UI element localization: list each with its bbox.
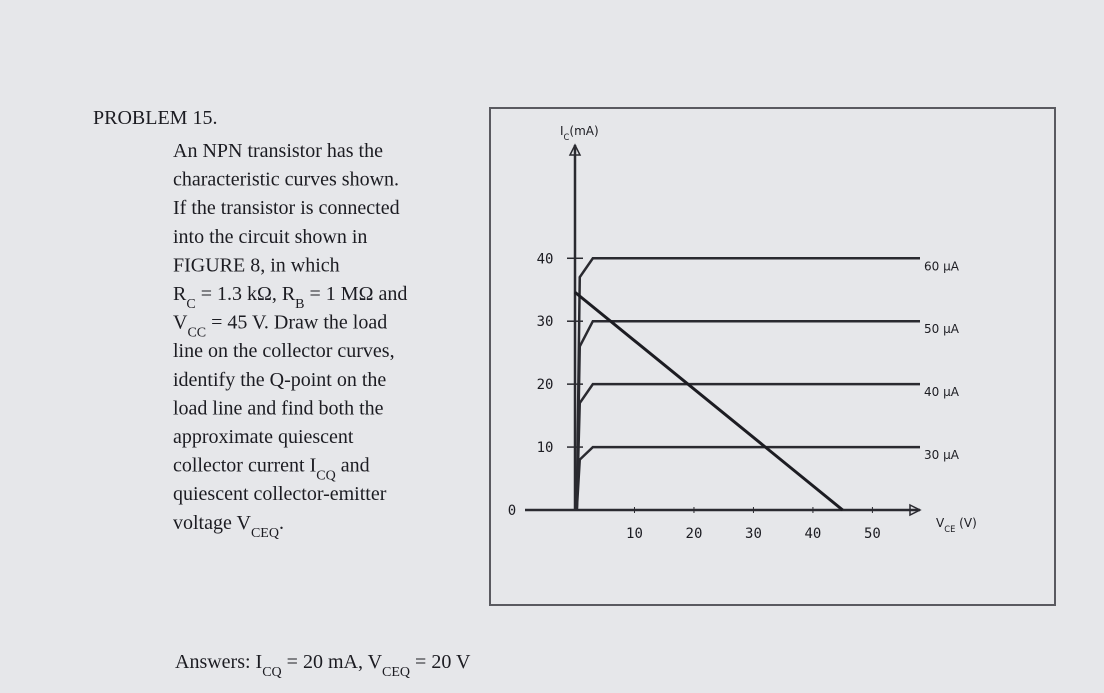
subscript: CQ: [262, 665, 281, 680]
x-tick-label: 50: [864, 526, 881, 542]
collector-curve: [575, 319, 920, 511]
subscript: B: [295, 297, 304, 312]
problem-line: FIGURE 8, in which: [173, 254, 340, 276]
collector-curve: [575, 445, 920, 511]
problem-line: line on the collector curves,: [173, 340, 395, 362]
x-tick-label: 40: [805, 526, 822, 542]
text-run: (mA): [569, 124, 598, 138]
y-tick-label: 30: [537, 314, 554, 330]
subscript: CEQ: [382, 665, 410, 680]
problem-line: quiescent collector-emitter: [173, 483, 387, 505]
x-tick-label: 20: [686, 526, 703, 542]
problem-line: voltage VCEQ.: [173, 512, 284, 541]
figure-frame: [489, 107, 1056, 606]
problem-line: VCC = 45 V. Draw the load: [173, 312, 387, 341]
problem-line: load line and find both the: [173, 397, 384, 419]
problem-line: If the transistor is connected: [173, 197, 400, 219]
load-line: [574, 291, 844, 512]
text-run: line on the collector curves,: [173, 340, 395, 362]
problem-title: PROBLEM 15.: [93, 107, 217, 129]
text-run: = 20 V: [410, 651, 471, 673]
text-run: V: [173, 312, 188, 334]
x-tick-label: 10: [626, 526, 643, 542]
text-run: I: [560, 124, 564, 138]
y-tick-label: 10: [537, 440, 554, 456]
text-run: Answers: I: [175, 651, 262, 673]
curve-label: 40 µA: [924, 385, 960, 399]
subscript: C: [564, 132, 570, 142]
text-run: quiescent collector-emitter: [173, 483, 387, 505]
y-tick-label: 0: [508, 503, 516, 519]
problem-line: RC = 1.3 kΩ, RB = 1 MΩ and: [173, 283, 407, 312]
text-run: = 20 mA, V: [282, 651, 383, 673]
text-run: = 1 MΩ and: [305, 283, 408, 305]
y-tick-label: 40: [537, 251, 554, 267]
y-axis-label: IC(mA): [560, 124, 599, 142]
curve-label: 30 µA: [924, 448, 960, 462]
curve-label: 50 µA: [924, 322, 960, 336]
text-run: R: [173, 283, 187, 305]
text-run: into the circuit shown in: [173, 226, 367, 248]
problem-line: collector current ICQ and: [173, 455, 370, 484]
text-run: If the transistor is connected: [173, 197, 400, 219]
y-axis-arrow: [568, 143, 582, 156]
text-run: voltage V: [173, 512, 252, 534]
curve-label: 60 µA: [924, 259, 960, 273]
problem-line: into the circuit shown in: [173, 226, 367, 248]
collector-curve: [575, 382, 920, 511]
x-axis-label: VCE (V): [936, 516, 977, 534]
text-run: characteristic curves shown.: [173, 169, 399, 191]
subscript: CC: [187, 325, 206, 340]
subscript: C: [186, 297, 195, 312]
problem-line: identify the Q-point on the: [173, 369, 386, 391]
answers: Answers: ICQ = 20 mA, VCEQ = 20 V: [175, 651, 471, 680]
text-run: V: [936, 516, 945, 530]
text-run: = 1.3 kΩ, R: [196, 283, 296, 305]
subscript: CE: [944, 524, 955, 534]
subscript: CQ: [316, 468, 335, 483]
text-run: and: [336, 455, 370, 477]
text-run: FIGURE 8, in which: [173, 254, 340, 276]
text-run: approximate quiescent: [173, 426, 354, 448]
y-tick-label: 20: [537, 377, 554, 393]
problem-line: approximate quiescent: [173, 426, 354, 448]
text-run: collector current I: [173, 455, 316, 477]
text-run: = 45 V. Draw the load: [206, 312, 387, 334]
problem-line: An NPN transistor has the: [173, 140, 383, 162]
subscript: CEQ: [251, 525, 279, 540]
text-run: load line and find both the: [173, 397, 384, 419]
text-run: (V): [955, 516, 976, 530]
x-axis-arrow: [909, 503, 922, 517]
text-run: An NPN transistor has the: [173, 140, 383, 162]
x-tick-label: 30: [745, 526, 762, 542]
problem-line: characteristic curves shown.: [173, 169, 399, 191]
text-run: .: [279, 512, 284, 534]
text-run: identify the Q-point on the: [173, 369, 386, 391]
